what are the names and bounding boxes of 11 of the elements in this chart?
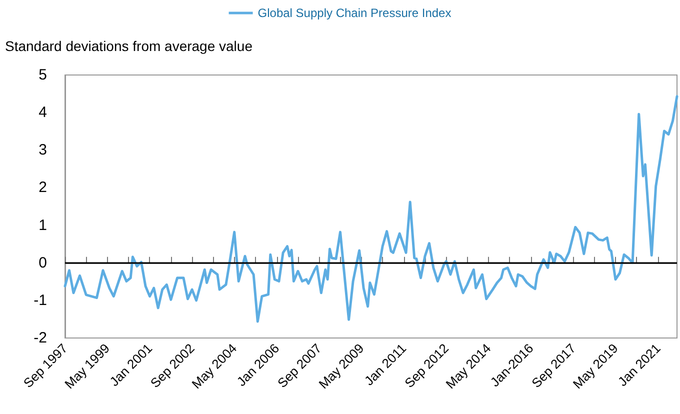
y-tick-label: 2 [38,179,47,196]
line-series [64,95,678,323]
y-tick-label: 4 [38,104,47,122]
y-tick-label: 1 [38,216,47,234]
y-tick-label: 0 [38,254,47,272]
y-tick-label: 3 [38,142,47,159]
y-tick-label: -2 [34,330,47,346]
y-axis-title: Standard deviations from average value [5,38,253,54]
legend-label: Global Supply Chain Pressure Index [258,6,452,20]
y-tick-label: 5 [38,66,47,84]
y-tick-label: -1 [34,292,47,309]
